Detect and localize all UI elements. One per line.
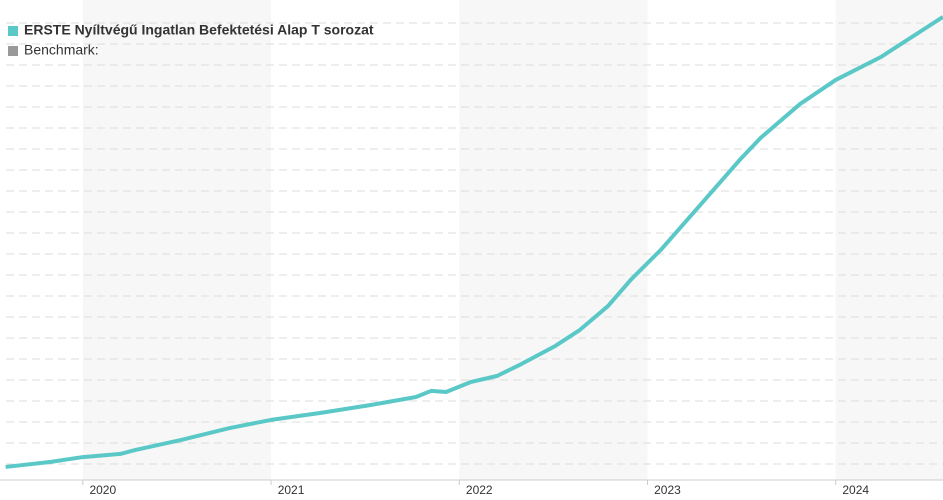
year-band	[459, 0, 648, 480]
legend-swatch	[8, 46, 18, 56]
x-tick-label: 2020	[89, 483, 116, 497]
x-tick-label: 2024	[842, 483, 869, 497]
legend-label: Benchmark:	[24, 42, 99, 58]
year-band	[82, 0, 272, 480]
legend-swatch	[8, 26, 18, 36]
x-tick-label: 2021	[278, 483, 305, 497]
x-tick-label: 2022	[466, 483, 493, 497]
year-band	[835, 0, 943, 480]
legend-label: ERSTE Nyíltvégű Ingatlan Befektetési Ala…	[24, 22, 374, 38]
x-tick-label: 2023	[654, 483, 681, 497]
line	[5, 15, 943, 469]
